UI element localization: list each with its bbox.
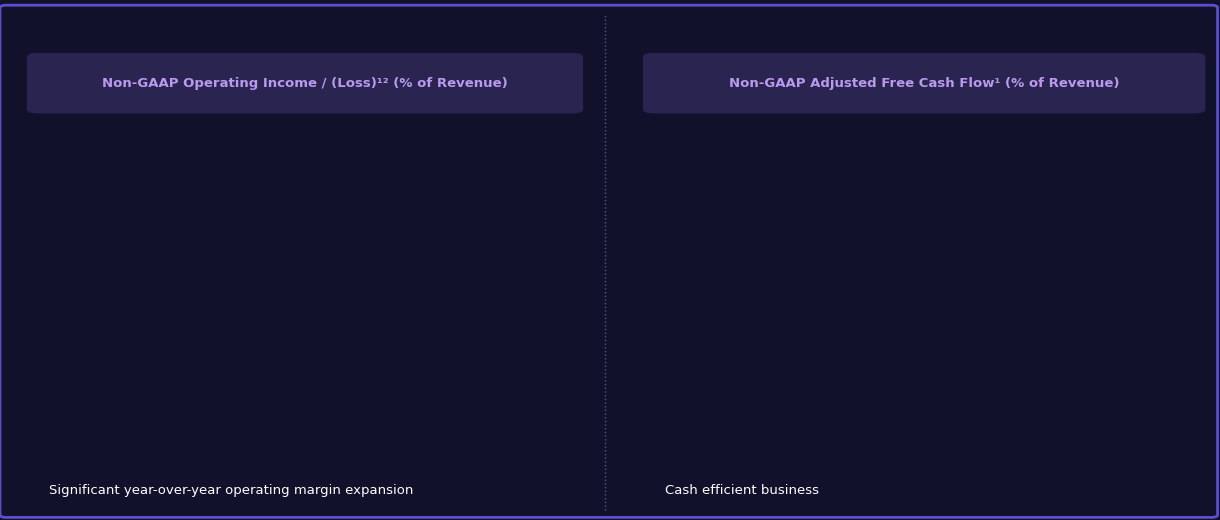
Bar [792,309,826,370]
Bar [1138,276,1172,309]
Bar [676,309,710,329]
Text: (10%): (10%) [734,379,767,389]
Bar [60,249,94,376]
Bar [516,161,550,249]
Text: (12%): (12%) [174,332,207,342]
Bar [288,229,322,249]
Text: (4%): (4%) [911,339,937,349]
Text: (3%): (3%) [234,271,261,281]
Bar [117,249,151,322]
Text: Cash efficient business: Cash efficient business [665,484,819,497]
Text: Non-GAAP Adjusted Free Cash Flow¹ (% of Revenue): Non-GAAP Adjusted Free Cash Flow¹ (% of … [728,76,1120,89]
Text: (9%): (9%) [795,372,822,382]
Text: 6%: 6% [1088,256,1107,266]
Text: 8%: 8% [354,183,371,192]
Text: (19%): (19%) [60,379,93,389]
Text: 3%: 3% [296,216,314,226]
Bar [1080,269,1115,309]
Bar [345,195,379,249]
Text: (3%): (3%) [680,332,706,342]
Text: Significant year-over-year operating margin expansion: Significant year-over-year operating mar… [49,484,414,497]
Bar [231,249,265,269]
Bar [173,249,207,329]
Bar [849,181,883,309]
Text: (2%): (2%) [406,265,432,275]
Text: (11%): (11%) [117,326,150,335]
Text: 5%: 5% [1147,263,1164,273]
Text: 22%: 22% [1027,149,1052,159]
Text: Non-GAAP Operating Income / (Loss)¹² (% of Revenue): Non-GAAP Operating Income / (Loss)¹² (% … [102,76,508,89]
Bar [965,209,999,309]
Text: 13%: 13% [521,149,545,159]
Text: 10%: 10% [464,169,489,179]
Bar [403,249,437,262]
Bar [906,309,942,336]
Bar [459,181,493,249]
Text: 15%: 15% [970,196,994,206]
Bar [1022,161,1057,309]
Text: 19%: 19% [854,169,878,179]
Bar [733,309,769,376]
